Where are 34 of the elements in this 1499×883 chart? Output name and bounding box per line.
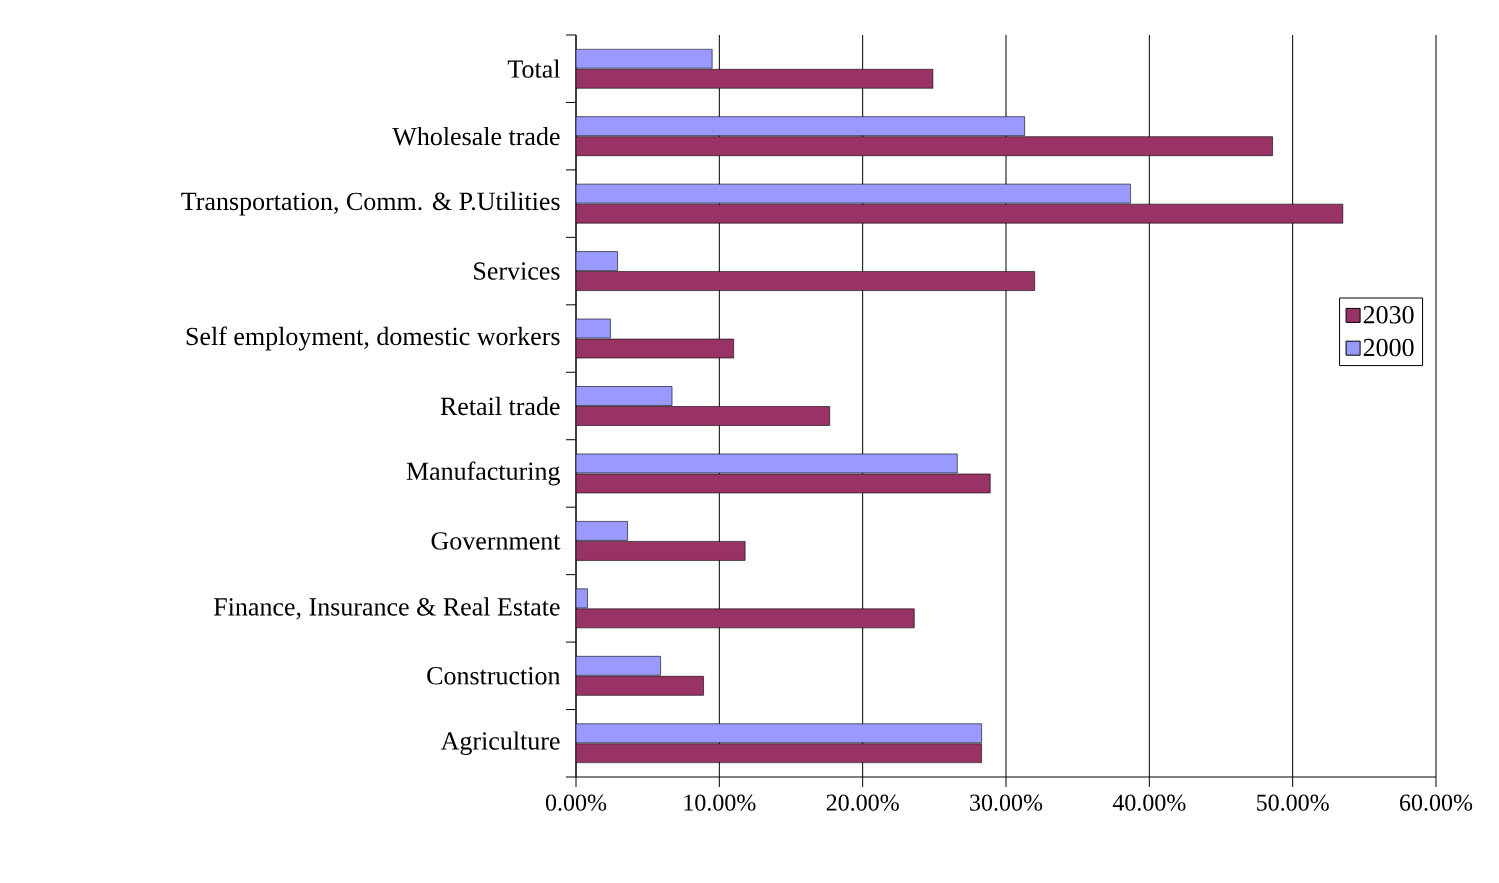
y-tick-label: Services <box>474 262 560 280</box>
legend-label: 2030 <box>1363 305 1414 324</box>
x-tick-label: 30.00% <box>970 794 1043 811</box>
bar <box>576 386 673 406</box>
bar <box>576 48 713 69</box>
bar <box>576 541 746 561</box>
x-tick-label: 50.00% <box>1257 794 1329 811</box>
bar <box>576 136 1273 156</box>
bar <box>576 68 934 89</box>
y-tick-label: Self employment, domestic workers <box>186 326 560 351</box>
bar <box>576 656 661 676</box>
x-tick-label: 60.00% <box>1400 794 1473 811</box>
bar <box>576 251 618 271</box>
y-tick-label: Agriculture <box>440 731 560 756</box>
y-tick-label: Total <box>507 59 560 78</box>
bar <box>576 676 704 696</box>
bar <box>576 521 628 541</box>
x-tick-label: 40.00% <box>1112 794 1186 811</box>
y-tick-label: Wholesale trade <box>392 126 560 146</box>
y-tick-label: Finance, Insurance & Real Estate <box>213 597 560 620</box>
x-tick-label: 10.00% <box>684 794 756 811</box>
bar <box>576 723 982 744</box>
bar <box>576 116 1025 136</box>
y-tick-label: Transportation, Comm. & P.Utilities <box>181 191 560 216</box>
x-tick-label: 0.00% <box>545 794 607 811</box>
x-tick-label: 20.00% <box>826 794 899 811</box>
bar <box>576 271 1035 291</box>
y-tick-label: Construction <box>427 667 561 685</box>
y-tick-label: Manufacturing <box>406 461 560 486</box>
y-tick-label: Retail trade <box>440 396 560 416</box>
legend-label: 2000 <box>1363 338 1414 357</box>
bar <box>576 406 830 426</box>
y-tick-label: Government <box>431 532 561 550</box>
bar <box>576 743 982 764</box>
